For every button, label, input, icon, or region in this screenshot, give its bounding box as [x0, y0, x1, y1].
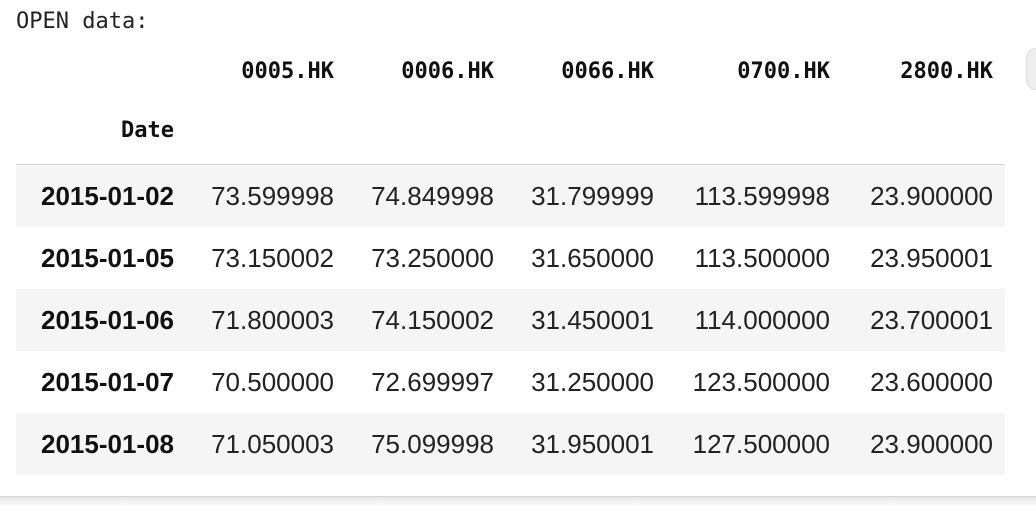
row-index: 2015-01-02	[41, 180, 174, 211]
table-cell: 123.500000	[692, 366, 830, 397]
table-cell: 23.900000	[870, 428, 993, 459]
table-row: 2015-01-02 73.599998 74.849998 31.799999…	[16, 164, 1005, 227]
row-index: 2015-01-05	[41, 242, 174, 273]
table-row: 2015-01-08 71.050003 75.099998 31.950001…	[16, 413, 1005, 475]
dataframe-output: 0005.HK 0006.HK 0066.HK 0700.HK 2800.HK …	[16, 46, 1005, 475]
table-cell: 74.150002	[371, 304, 494, 335]
table-cell: 73.599998	[211, 180, 334, 211]
table-cell: 74.849998	[371, 180, 494, 211]
empty-header-cell	[186, 96, 346, 165]
column-header: 0700.HK	[737, 58, 830, 84]
table-cell: 31.950001	[531, 428, 654, 459]
table-cell: 73.250000	[371, 242, 494, 273]
table-cell: 73.150002	[211, 242, 334, 273]
table-cell: 31.250000	[531, 366, 654, 397]
table-cell: 23.900000	[870, 180, 993, 211]
index-name-row: Date	[16, 96, 1005, 165]
cell-collapse-handle[interactable]	[1026, 48, 1036, 90]
table-cell: 114.000000	[694, 304, 830, 335]
table-row: 2015-01-05 73.150002 73.250000 31.650000…	[16, 227, 1005, 289]
table-row: 2015-01-06 71.800003 74.150002 31.450001…	[16, 289, 1005, 351]
table-cell: 23.700001	[870, 304, 993, 335]
output-area-bottom-edge	[0, 496, 1036, 505]
table-cell: 31.799999	[531, 180, 654, 211]
empty-header-cell	[346, 96, 506, 165]
header-corner	[16, 46, 186, 96]
column-header: 0005.HK	[241, 58, 334, 84]
column-header: 0066.HK	[561, 58, 654, 84]
empty-header-cell	[842, 96, 1005, 165]
column-header: 2800.HK	[900, 58, 993, 84]
empty-header-cell	[506, 96, 666, 165]
table-cell: 31.650000	[531, 242, 654, 273]
table-cell: 113.599998	[694, 180, 830, 211]
output-label: OPEN data:	[16, 9, 149, 34]
row-index: 2015-01-07	[41, 366, 174, 397]
table-cell: 23.950001	[870, 242, 993, 273]
table-cell: 70.500000	[211, 366, 334, 397]
table-cell: 113.500000	[694, 242, 830, 273]
table-cell: 71.800003	[211, 304, 334, 335]
table-cell: 75.099998	[371, 428, 494, 459]
table-cell: 71.050003	[211, 428, 334, 459]
table-cell: 31.450001	[531, 304, 654, 335]
empty-header-cell	[666, 96, 842, 165]
dataframe-table: 0005.HK 0006.HK 0066.HK 0700.HK 2800.HK …	[16, 46, 1005, 475]
table-cell: 127.500000	[692, 428, 830, 459]
index-name-header: Date	[16, 96, 186, 165]
column-header-row: 0005.HK 0006.HK 0066.HK 0700.HK 2800.HK	[16, 46, 1005, 96]
row-index: 2015-01-08	[41, 428, 174, 459]
table-cell: 23.600000	[870, 366, 993, 397]
column-header: 0006.HK	[401, 58, 494, 84]
table-row: 2015-01-07 70.500000 72.699997 31.250000…	[16, 351, 1005, 413]
row-index: 2015-01-06	[41, 304, 174, 335]
table-cell: 72.699997	[371, 366, 494, 397]
